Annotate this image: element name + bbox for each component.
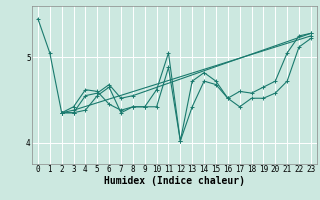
X-axis label: Humidex (Indice chaleur): Humidex (Indice chaleur) xyxy=(104,176,245,186)
